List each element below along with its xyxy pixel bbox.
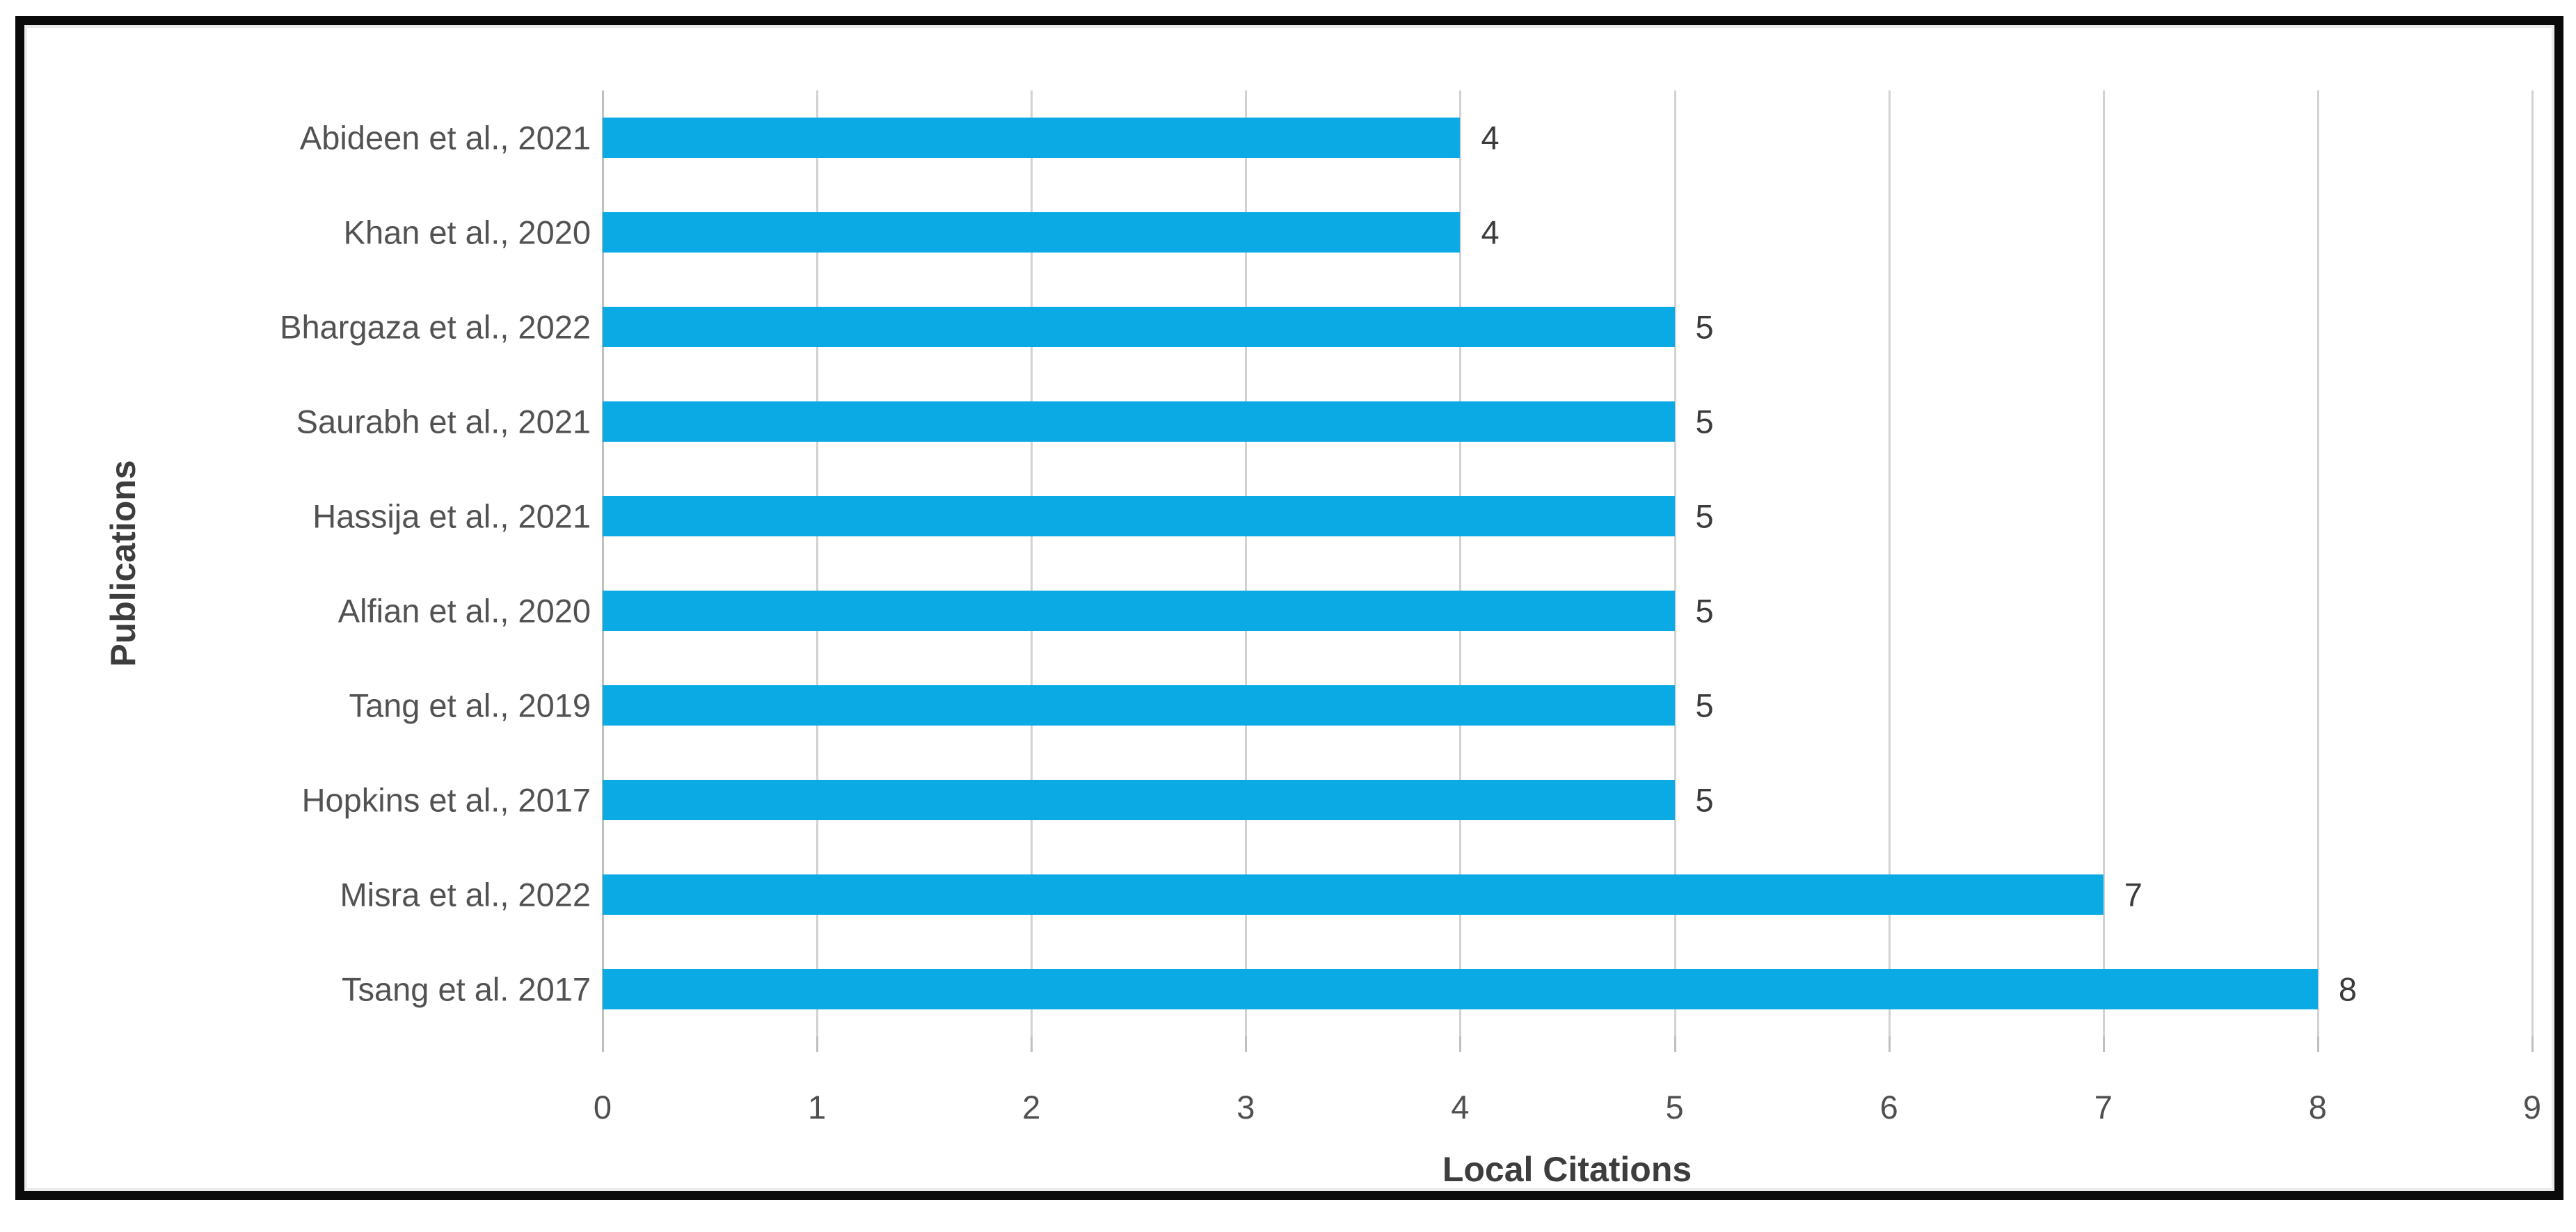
bar-value-label: 5 [1695,592,1714,630]
bar-value-label: 5 [1695,308,1714,346]
gridline [1673,90,1676,1037]
bar [603,591,1675,631]
category-label: Tang et al., 2019 [349,687,591,724]
gridline [1459,90,1462,1037]
x-tick-mark [2316,1037,2319,1052]
bar-value-label: 7 [2124,876,2142,913]
x-tick-mark [1888,1037,1891,1052]
x-tick-label: 5 [1665,1089,1684,1126]
bar [603,496,1675,536]
chart-canvas: 4 4 5 5 5 5 5 5 7 8 Abideen et al., 2021 Khan et a… [24,25,2554,1191]
gridline [2102,90,2105,1037]
category-label: Khan et al., 2020 [343,214,591,251]
chart-frame: 4 4 5 5 5 5 5 5 7 8 Abideen et al., 2021 Khan et a… [15,16,2563,1200]
x-tick-label: 2 [1022,1089,1041,1126]
bar [603,212,1461,253]
bar [603,685,1675,726]
y-axis-title: Publications [104,460,143,667]
category-label: Alfian et al., 2020 [337,592,591,630]
x-tick-label: 8 [2308,1089,2327,1126]
plot-area: 4 4 5 5 5 5 5 5 7 8 [602,90,2534,1052]
x-tick-label: 3 [1237,1089,1255,1126]
bar-value-label: 5 [1695,403,1714,440]
category-label: Tsang et al. 2017 [342,970,591,1008]
bar [603,874,2104,915]
bar-value-label: 4 [1481,214,1500,251]
x-tick-mark [1459,1037,1462,1052]
x-tick-mark [602,1037,604,1052]
x-tick-label: 6 [1879,1089,1898,1126]
bar-value-label: 5 [1695,687,1714,724]
category-label: Hopkins et al., 2017 [301,781,591,819]
bar [603,969,2318,1009]
x-tick-mark [1673,1037,1676,1052]
bar-value-label: 4 [1481,119,1500,157]
category-label: Saurabh et al., 2021 [296,403,591,440]
x-tick-mark [1245,1037,1248,1052]
bar-value-label: 8 [2338,970,2358,1008]
x-tick-mark [1031,1037,1033,1052]
category-label: Abideen et al., 2021 [299,119,591,157]
x-tick-mark [816,1037,819,1052]
x-tick-label: 1 [808,1089,827,1126]
x-tick-label: 7 [2094,1089,2113,1126]
x-tick-mark [2531,1037,2534,1052]
x-tick-label: 0 [593,1089,612,1126]
category-label: Bhargaza et al., 2022 [280,308,591,346]
x-tick-mark [2102,1037,2105,1052]
category-label: Misra et al., 2022 [340,876,591,913]
x-tick-label: 4 [1451,1089,1470,1126]
gridline [1888,90,1891,1037]
bar-value-label: 5 [1695,781,1714,819]
x-tick-label: 9 [2522,1089,2542,1126]
gridline [2316,90,2319,1037]
x-axis-title: Local Citations [1442,1150,1692,1189]
gridline [1031,90,1033,1037]
gridline [816,90,819,1037]
bar [603,780,1675,820]
bar [603,401,1675,442]
bar-value-label: 5 [1695,497,1714,535]
gridline [2531,90,2534,1037]
category-axis: Abideen et al., 2021 Khan et al., 2020 Bha… [111,90,591,1037]
bar [603,118,1461,158]
gridline [1245,90,1248,1037]
category-label: Hassija et al., 2021 [312,497,591,535]
y-axis-line [602,90,604,1037]
bar [603,307,1675,347]
